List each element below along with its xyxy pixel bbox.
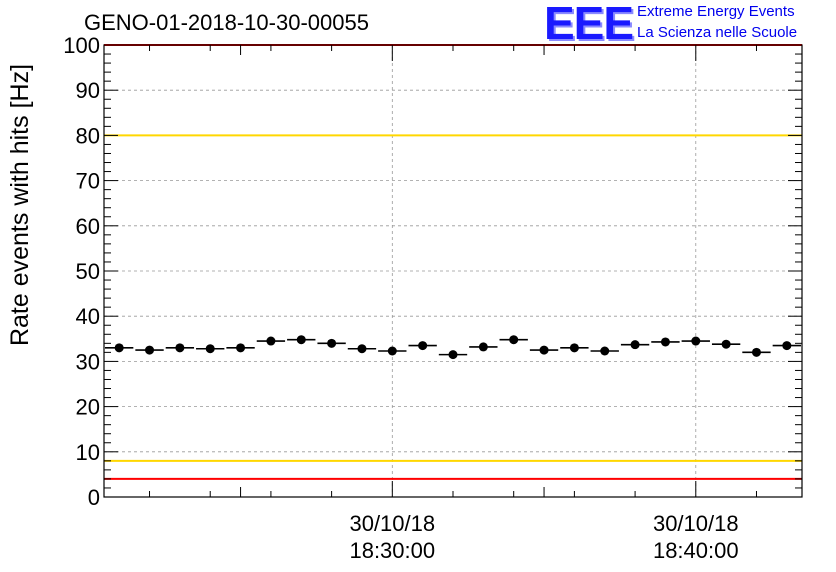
y-tick-label: 10 bbox=[76, 440, 100, 465]
axis-ticks: 010203040506070809010030/10/1818:30:0030… bbox=[63, 33, 802, 563]
data-point bbox=[539, 345, 549, 355]
y-tick-label: 100 bbox=[63, 33, 100, 58]
x-tick-time-label: 18:40:00 bbox=[653, 538, 739, 563]
data-point bbox=[327, 338, 337, 348]
data-point bbox=[266, 336, 276, 346]
data-point bbox=[691, 336, 701, 346]
x-tick-date-label: 30/10/18 bbox=[349, 511, 435, 536]
y-tick-label: 70 bbox=[76, 169, 100, 194]
reference-lines bbox=[104, 44, 802, 480]
grid-lines bbox=[104, 45, 802, 497]
y-tick-label: 40 bbox=[76, 304, 100, 329]
data-point bbox=[448, 350, 458, 360]
y-tick-label: 90 bbox=[76, 78, 100, 103]
data-series bbox=[105, 335, 801, 360]
data-point bbox=[660, 337, 670, 347]
data-point bbox=[630, 340, 640, 350]
x-tick-date-label: 30/10/18 bbox=[653, 511, 739, 536]
y-axis-label: Rate events with hits [Hz] bbox=[6, 64, 34, 346]
logo-subtitle-line1: Extreme Energy Events bbox=[637, 3, 795, 20]
data-point bbox=[175, 343, 185, 353]
data-point bbox=[357, 344, 367, 354]
data-point bbox=[751, 347, 761, 357]
y-tick-label: 0 bbox=[88, 485, 100, 510]
x-tick-time-label: 18:30:00 bbox=[349, 538, 435, 563]
data-point bbox=[236, 343, 246, 353]
y-tick-label: 80 bbox=[76, 123, 100, 148]
data-point bbox=[145, 345, 155, 355]
y-tick-label: 20 bbox=[76, 395, 100, 420]
data-point bbox=[721, 339, 731, 349]
data-point bbox=[600, 346, 610, 356]
logo-subtitle-line2: La Scienza nelle Scuole bbox=[637, 24, 798, 41]
data-point bbox=[205, 344, 215, 354]
eee-logo: EEE bbox=[544, 0, 634, 49]
y-tick-label: 60 bbox=[76, 214, 100, 239]
data-point bbox=[296, 335, 306, 345]
data-point bbox=[569, 343, 579, 353]
data-point bbox=[387, 346, 397, 356]
data-point bbox=[782, 341, 792, 351]
data-point bbox=[418, 341, 428, 351]
data-point bbox=[478, 342, 488, 352]
y-tick-label: 50 bbox=[76, 259, 100, 284]
data-point bbox=[114, 343, 124, 353]
data-point bbox=[509, 335, 519, 345]
y-tick-label: 30 bbox=[76, 349, 100, 374]
chart-title: GENO-01-2018-10-30-00055 bbox=[84, 10, 369, 35]
